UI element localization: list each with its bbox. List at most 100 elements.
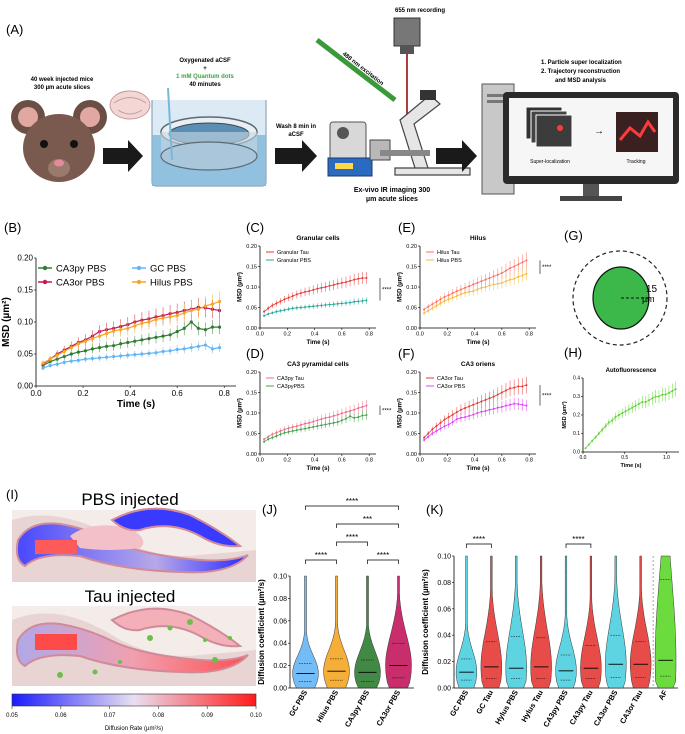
y-axis-label: Diffusion coefficient (µm²/s)	[257, 579, 266, 685]
y-tick-label: 0.15	[406, 390, 417, 396]
series-line	[263, 405, 367, 440]
legend-label: Hilus PBS	[437, 258, 462, 264]
y-tick-label: 0.05	[406, 431, 417, 437]
legend-label: Hilus PBS	[150, 278, 193, 289]
data-point	[217, 346, 222, 350]
y-tick-label: 0.10	[406, 411, 417, 417]
series-line	[263, 300, 367, 317]
x-tick-label: 0.0	[416, 332, 424, 338]
violin	[555, 555, 577, 689]
series-line	[42, 306, 220, 365]
violin	[629, 555, 652, 689]
mouse-illustration	[11, 100, 107, 182]
legend-marker	[136, 265, 142, 271]
quantum-dots-caption: 1 mM Quantum dots	[176, 74, 234, 80]
y-tick-label: 0.00	[17, 382, 33, 391]
x-tick-label: 0.4	[471, 332, 479, 338]
y-axis-label: MSD (µm²)	[236, 398, 243, 428]
significance-label: ****	[542, 265, 552, 271]
legend-marker	[42, 265, 48, 271]
y-tick-label: 0.10	[246, 411, 257, 417]
chart-d-ca3-pyramidal: 0.00 0.05 0.10 0.15 0.20 0.0 0.2 0.4 0.6 0.8 Time …	[236, 361, 392, 472]
x-tick-label: 1.0	[663, 455, 670, 461]
legend-marker	[136, 279, 142, 285]
analysis-step-2: 2. Trajectory reconstruction	[541, 69, 620, 75]
y-tick-label: 0.10	[17, 318, 33, 327]
y-axis-label: MSD (µm²)	[1, 297, 12, 347]
chart-title: Autofluorescence	[606, 368, 657, 374]
chart-title: CA3 oriens	[461, 361, 496, 368]
significance-label: ****	[473, 535, 485, 544]
violin	[480, 555, 503, 689]
violin	[385, 575, 412, 689]
data-point	[217, 325, 222, 329]
y-tick-label: 0.06	[273, 618, 287, 625]
significance-bracket	[336, 541, 368, 546]
panel-label-e: (E)	[398, 220, 415, 235]
significance-bracket	[466, 543, 492, 548]
category-label: Hylus PBS	[493, 689, 520, 726]
significance-label: ****	[346, 533, 358, 542]
chart-title: Hilus	[470, 235, 486, 242]
violin	[455, 555, 478, 689]
violin	[654, 555, 677, 689]
violin	[292, 575, 319, 689]
panel-label-j: (J)	[262, 502, 277, 517]
panel-label-k: (K)	[426, 502, 443, 517]
legend-label: Granular PBS	[277, 258, 311, 264]
excitation-caption: 488 nm excitation	[341, 51, 385, 87]
x-axis-label: Time (s)	[307, 466, 330, 472]
y-axis-label: MSD (µm²)	[561, 401, 568, 428]
x-axis-label: Time (s)	[467, 340, 490, 346]
significance-bracket	[565, 543, 592, 548]
y-tick-label: 0.2	[573, 413, 580, 419]
legend-label: CA3py PBS	[56, 264, 106, 275]
significance-bracket	[367, 559, 399, 564]
x-tick-label: 0.6	[498, 332, 506, 338]
y-tick-label: 0.05	[17, 350, 33, 359]
data-point	[365, 414, 368, 417]
x-tick-label: 0.6	[338, 458, 346, 464]
series-line	[263, 277, 367, 312]
significance-label: ****	[572, 535, 584, 544]
pbs-hippocampus-illustration	[12, 507, 256, 582]
imaging-caption-1: Ex-vivo IR imaging 300	[354, 187, 430, 194]
chart-title: Granular cells	[296, 235, 340, 242]
arrow-1	[103, 140, 143, 172]
x-tick-label: 0.4	[311, 458, 319, 464]
acsf-plus: +	[203, 66, 207, 72]
significance-bracket	[305, 505, 399, 510]
y-tick-label: 0.00	[406, 326, 417, 332]
significance-label: ****	[542, 393, 552, 399]
violin	[530, 555, 552, 689]
category-label: GC PBS	[287, 689, 309, 718]
x-tick-label: 0.2	[283, 458, 291, 464]
legend-label: CA3or PBS	[56, 278, 105, 289]
category-label: CA3py PBS	[343, 689, 371, 729]
y-tick-label: 0.1	[573, 431, 580, 437]
x-axis-label: Time (s)	[307, 340, 330, 346]
x-tick-label: 0.4	[471, 458, 479, 464]
series-line	[42, 321, 220, 367]
significance-bracket	[336, 523, 399, 528]
chart-c-granular-cells: 0.00 0.05 0.10 0.15 0.20 0.0 0.2 0.4 0.6 0.8 Time …	[236, 235, 392, 346]
x-tick-label: 0.0	[30, 389, 42, 398]
analysis-arrow: →	[594, 126, 604, 137]
panel-label-g: (G)	[564, 228, 583, 243]
y-axis-label: Diffusion coefficient (µm²/s)	[421, 569, 430, 675]
wash-caption-1: Wash 8 min in	[276, 124, 316, 130]
tau-title: Tau injected	[85, 587, 176, 606]
legend-label: CA3py Tau	[277, 376, 304, 382]
violin	[580, 555, 602, 689]
x-tick-label: 0.8	[365, 458, 373, 464]
computer-illustration	[481, 83, 679, 201]
y-tick-label: 0.00	[246, 452, 257, 458]
y-tick-label: 0.10	[437, 554, 451, 561]
category-label: CA3py PBS	[541, 689, 569, 729]
y-tick-label: 0.00	[406, 452, 417, 458]
x-tick-label: 0.5	[621, 455, 628, 461]
y-tick-label: 0.04	[437, 633, 451, 640]
x-tick-label: 0.4	[311, 332, 319, 338]
